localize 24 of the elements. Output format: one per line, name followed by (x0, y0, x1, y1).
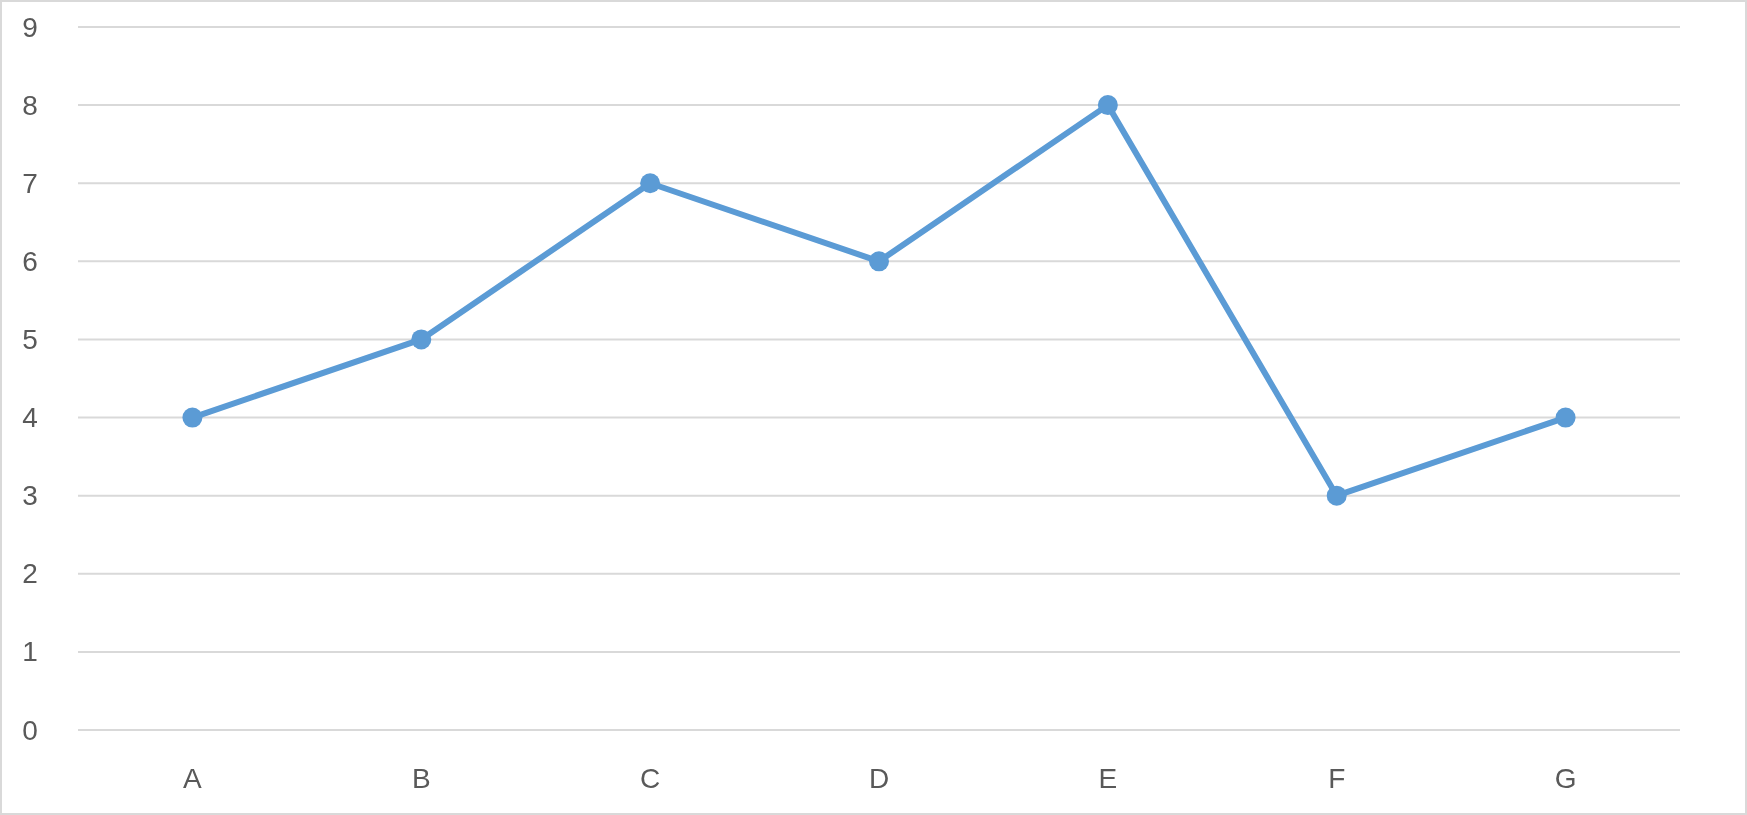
y-tick-label: 5 (22, 323, 38, 355)
x-tick-label: A (183, 762, 203, 794)
point (1555, 407, 1576, 428)
y-tick-label: 3 (22, 480, 38, 512)
y-tick-label: 1 (22, 636, 38, 668)
x-tick-label: F (1328, 762, 1346, 794)
point (869, 251, 889, 272)
y-tick-label: 0 (22, 714, 38, 746)
y-tick-label: 7 (22, 167, 38, 199)
point (182, 407, 203, 428)
point (640, 173, 661, 194)
point (411, 329, 432, 350)
x-tick-label: B (411, 762, 431, 794)
x-tick-label: D (868, 762, 890, 794)
point (1097, 95, 1118, 116)
y-tick-label: 8 (22, 89, 38, 121)
y-tick-label: 6 (22, 245, 38, 277)
x-tick-label: C (640, 762, 661, 794)
y-tick-label: 4 (22, 402, 38, 434)
x-tick-label: E (1098, 762, 1118, 794)
point (1326, 485, 1347, 506)
x-tick-label: G (1554, 762, 1577, 794)
y-tick-label: 9 (22, 11, 38, 43)
y-tick-label: 2 (22, 558, 38, 590)
